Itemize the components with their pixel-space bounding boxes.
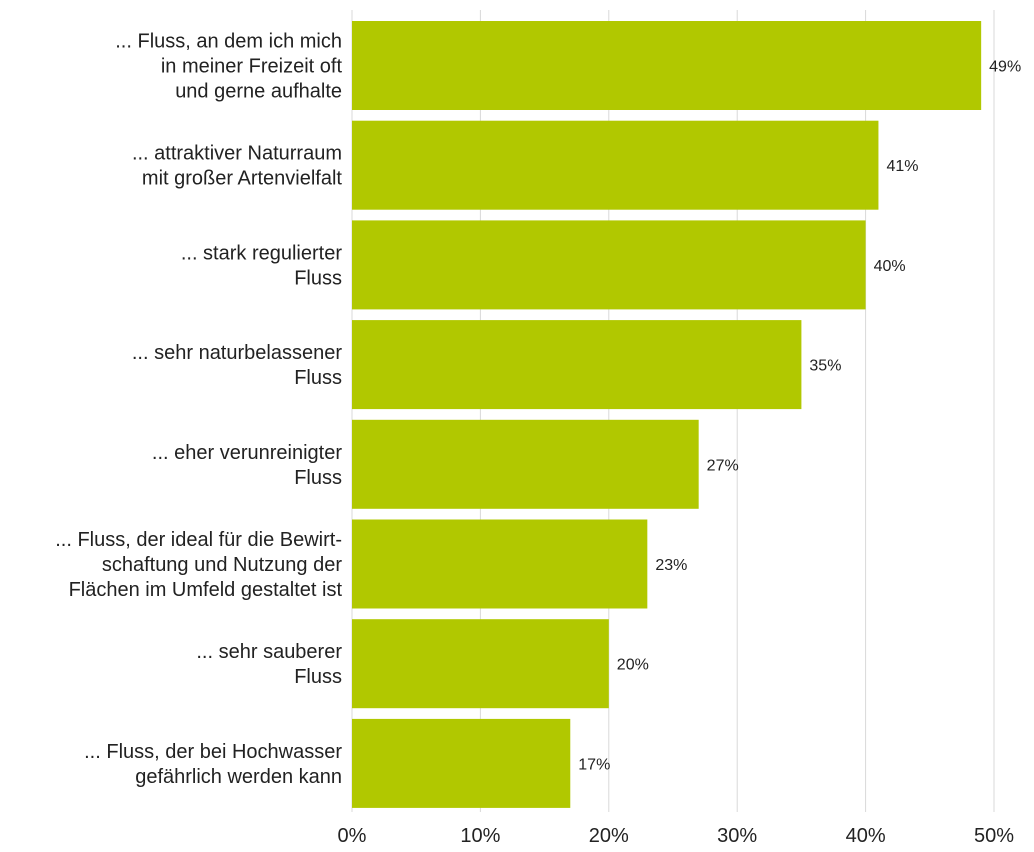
x-tick-label: 40% [846,825,886,847]
category-label: ... Fluss, der ideal für die Bewirt-scha… [55,529,342,601]
value-label: 41% [886,158,918,175]
x-tick-label: 0% [338,825,367,847]
bar [352,320,802,410]
value-label: 40% [874,258,906,275]
x-tick-label: 10% [460,825,500,847]
x-axis-ticks: 0% 10% 20% 30% 40% 50% [338,825,1015,847]
value-label: 49% [989,59,1021,76]
value-label: 23% [655,557,687,574]
category-label: ... stark regulierter Fluss [181,242,343,289]
x-tick-label: 30% [717,825,757,847]
category-labels: ... Fluss, an dem ich mich in meiner Frei… [55,31,342,788]
value-label: 27% [707,457,739,474]
category-label: ... Fluss, der bei Hochwasser gefährlich … [84,741,342,788]
value-label: 35% [809,358,841,375]
bar [352,718,571,808]
category-label: ... Fluss, an dem ich mich in meiner Frei… [115,31,342,103]
category-label: ... eher verunreinigter Fluss [152,442,342,489]
category-label: ... sehr sauberer Fluss [196,641,342,688]
bar [352,220,866,310]
value-labels: 49% 41% 40% 35% 27% 23% 20% 17% [578,59,1021,774]
x-tick-label: 20% [589,825,629,847]
bar [352,619,609,709]
value-label: 17% [578,756,610,773]
category-label: ... sehr naturbelassener Fluss [132,342,342,389]
x-tick-label: 50% [974,825,1014,847]
value-label: 20% [617,657,649,674]
bar [352,419,699,509]
bars [352,21,982,808]
bar [352,21,982,110]
bar [352,120,879,210]
category-label: ... attraktiver Naturraum mit großer Arte… [132,143,342,190]
bar [352,519,648,609]
